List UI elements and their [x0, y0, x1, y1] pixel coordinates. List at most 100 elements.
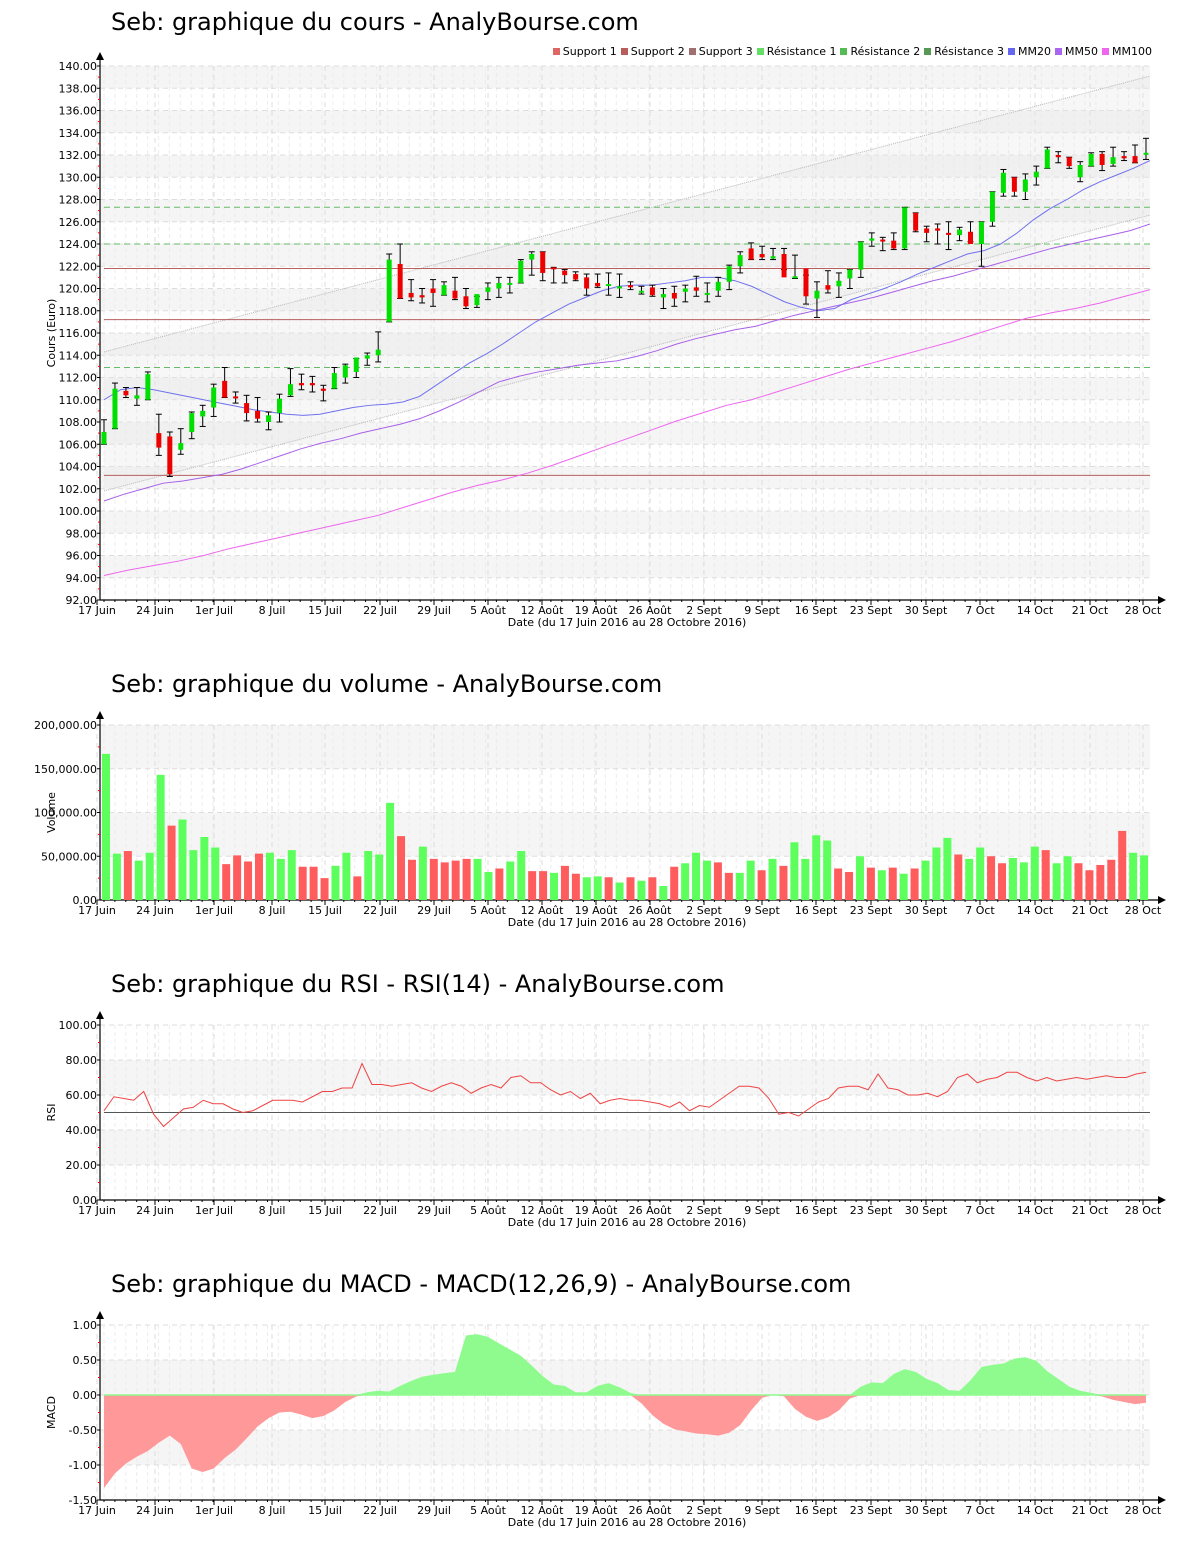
candle	[1033, 165, 1040, 186]
volume-bar	[801, 858, 810, 900]
candle	[276, 393, 283, 423]
legend-item: Support 2	[620, 45, 685, 58]
y-tick-label: 98.00	[66, 527, 98, 540]
x-tick-label: 28 Oct	[1125, 904, 1162, 917]
volume-bar	[375, 854, 384, 900]
rsi-line	[103, 1062, 1147, 1128]
x-tick-label: 15 Juil	[308, 1204, 342, 1217]
volume-bar	[265, 852, 274, 900]
volume-bar	[768, 858, 777, 900]
volume-bar	[954, 854, 963, 900]
candle	[386, 253, 393, 323]
candle	[408, 279, 415, 302]
candle	[199, 404, 206, 427]
legend-swatch-icon	[1102, 48, 1110, 55]
volume-bar	[102, 753, 110, 900]
volume-bar	[582, 877, 591, 900]
candle	[320, 384, 327, 402]
candle	[550, 266, 557, 284]
plot-frame: 0.00 50,000.00 100,000.00 150,000.00 200,000…	[34, 711, 1166, 929]
volume-bar	[702, 860, 711, 900]
volume-bar	[440, 862, 449, 900]
volume-bar	[309, 866, 318, 900]
rsi-plot: 0.00 20.00 40.00 60.00 80.00 100.00 17 Juin 24 …	[45, 1011, 1166, 1229]
candle	[802, 268, 809, 305]
x-tick-label: 29 Juil	[417, 904, 451, 917]
volume-bar	[560, 865, 569, 900]
candle	[638, 285, 645, 295]
legend-label: Résistance 1	[766, 45, 837, 58]
legend-item: MM100	[1102, 45, 1152, 58]
candle	[671, 285, 678, 307]
x-tick-label: 19 Août	[575, 1204, 619, 1217]
y-tick-label: -1.00	[69, 1459, 97, 1472]
volume-bar	[593, 876, 602, 900]
x-tick-label: 24 Juin	[136, 1204, 174, 1217]
volume-bar	[1129, 852, 1138, 900]
x-tick-label: 15 Juil	[308, 1504, 342, 1517]
candle	[265, 411, 272, 431]
y-tick-label: 140.00	[59, 60, 98, 73]
y-tick-label: 0.00	[73, 1389, 98, 1402]
x-tick-label: 22 Juil	[363, 1204, 397, 1217]
candle	[484, 282, 491, 301]
macd-positive-area	[104, 1334, 1146, 1395]
candle	[660, 288, 667, 310]
x-tick-label: 14 Oct	[1017, 1204, 1054, 1217]
x-tick-label: 1er Juil	[195, 1504, 233, 1517]
x-tick-label: 26 Août	[629, 604, 673, 617]
volume-plot: 0.00 50,000.00 100,000.00 150,000.00 200,000…	[34, 711, 1166, 929]
y-tick-label: 106.00	[59, 438, 98, 451]
candle	[813, 281, 820, 318]
candle	[594, 273, 601, 288]
price-chart: Seb: graphique du cours - AnalyBourse.co…	[0, 0, 1200, 640]
x-tick-label: 8 Juil	[259, 1504, 286, 1517]
candle	[364, 352, 371, 366]
x-tick-label: 5 Août	[470, 1504, 507, 1517]
y-axis-label: Cours (Euro)	[45, 299, 58, 368]
volume-bar	[254, 853, 263, 900]
y-tick-label: 136.00	[59, 105, 98, 118]
candle	[473, 294, 480, 308]
y-tick-label: 102.00	[59, 483, 98, 496]
x-tick-label: 22 Juil	[363, 1504, 397, 1517]
candle	[715, 276, 722, 297]
x-tick-label: 14 Oct	[1017, 904, 1054, 917]
candle	[945, 221, 952, 251]
x-tick-label: 16 Sept	[795, 604, 838, 617]
y-tick-label: 126.00	[59, 216, 98, 229]
volume-bar	[298, 866, 307, 900]
candle	[243, 394, 250, 422]
y-tick-label: 92.00	[66, 594, 98, 607]
volume-bar	[276, 858, 285, 900]
volume-bar	[342, 852, 351, 900]
volume-bar	[539, 871, 548, 900]
volume-bar	[287, 850, 296, 900]
candle	[1099, 151, 1106, 172]
legend-item: MM50	[1055, 45, 1098, 58]
volume-bar	[790, 842, 799, 900]
y-tick-label: 110.00	[59, 394, 98, 407]
volume-bar	[550, 872, 559, 900]
candle	[397, 243, 404, 300]
volume-bar	[506, 861, 515, 900]
x-tick-label: 26 Août	[629, 904, 673, 917]
candle	[879, 236, 886, 252]
x-tick-label: 16 Sept	[795, 904, 838, 917]
volume-bar	[648, 877, 657, 900]
volume-bar	[189, 850, 198, 900]
candle	[1000, 168, 1007, 197]
x-tick-label: 17 Juin	[78, 1504, 116, 1517]
volume-bar	[167, 825, 176, 900]
x-tick-label: 1er Juil	[195, 904, 233, 917]
y-tick-label: 96.00	[66, 550, 98, 563]
volume-bar	[156, 774, 165, 900]
candle	[451, 276, 458, 301]
volume-bar	[713, 862, 722, 900]
legend-label: Support 2	[630, 45, 685, 58]
x-tick-label: 29 Juil	[417, 1504, 451, 1517]
candle	[210, 383, 217, 417]
legend-swatch-icon	[552, 48, 560, 55]
x-tick-label: 5 Août	[470, 604, 507, 617]
